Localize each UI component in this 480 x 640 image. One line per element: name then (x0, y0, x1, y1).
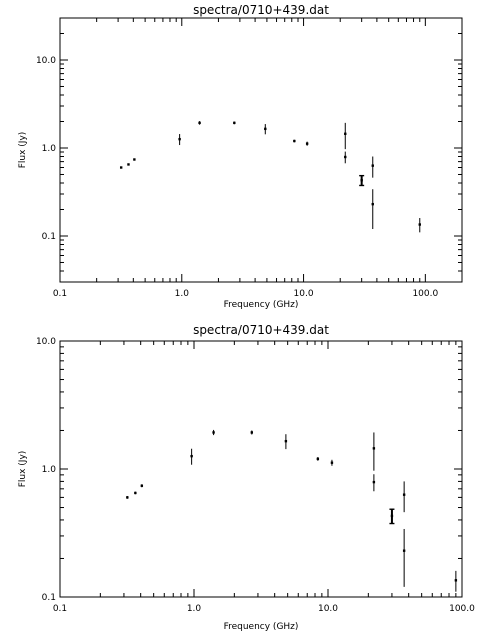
plot-frame-top (59, 17, 463, 283)
x-tick-label: 100.0 (449, 604, 475, 614)
data-point (344, 155, 347, 159)
data-point (127, 163, 130, 166)
data-point (284, 439, 288, 443)
data-point (330, 461, 334, 464)
data-point (390, 514, 394, 518)
data-point (402, 549, 406, 552)
data-point (264, 127, 267, 131)
data-point (198, 121, 201, 125)
data-layer-top (119, 121, 421, 233)
data-point (293, 139, 296, 143)
data-point (119, 166, 123, 169)
data-point (418, 223, 421, 226)
y-tick-label: 1.0 (42, 144, 57, 154)
data-point (372, 480, 376, 484)
tick-layer-bottom: 0.1 1.0 10.0 100.0 0.1 1.0 10.0 (36, 337, 475, 614)
x-axis-label-bottom: Frequency (GHz) (224, 622, 299, 632)
y-tick-label: 1.0 (42, 465, 57, 475)
data-point (344, 132, 347, 135)
data-point (134, 491, 137, 495)
x-tick-label: 10.0 (318, 604, 338, 614)
x-tick-label: 0.1 (53, 604, 67, 614)
chart-title-top: spectra/0710+439.dat (193, 3, 329, 17)
chart-title-bottom: spectra/0710+439.dat (193, 323, 329, 337)
x-tick-label: 0.1 (53, 289, 67, 299)
data-point (360, 179, 363, 182)
chart-panel-bottom: spectra/0710+439.dat Frequency (GHz) Flu… (18, 323, 475, 632)
y-tick-label: 0.1 (42, 232, 56, 242)
data-point (371, 202, 374, 206)
data-point (133, 158, 136, 161)
data-point (316, 457, 320, 461)
data-point (126, 496, 129, 499)
x-axis-label-top: Frequency (GHz) (224, 300, 299, 310)
x-tick-label: 100.0 (412, 289, 438, 299)
chart-panel-top: spectra/0710+439.dat Frequency (GHz) Flu… (18, 3, 463, 310)
y-axis-label-bottom: Flux (Jy) (18, 451, 28, 488)
data-point (454, 579, 458, 582)
data-point (233, 121, 236, 125)
data-point (178, 137, 181, 141)
tick-layer-top: 0.1 1.0 10.0 100.0 0.1 1.0 10.0 (36, 17, 463, 299)
data-point (140, 484, 144, 487)
y-axis-label-top: Flux (Jy) (18, 132, 28, 169)
x-tick-label: 1.0 (187, 604, 202, 614)
x-tick-label: 1.0 (175, 289, 190, 299)
y-tick-label: 10.0 (36, 56, 56, 66)
data-layer-bottom (126, 429, 458, 592)
y-tick-label: 0.1 (42, 593, 56, 603)
data-point (371, 164, 374, 167)
data-point (402, 493, 406, 496)
data-point (305, 142, 309, 145)
data-point (250, 431, 254, 434)
data-point (372, 447, 376, 450)
plot-frame-bottom (59, 340, 463, 598)
y-tick-label: 10.0 (36, 337, 56, 347)
data-point (190, 454, 193, 458)
data-point (212, 431, 215, 434)
x-tick-label: 10.0 (294, 289, 314, 299)
